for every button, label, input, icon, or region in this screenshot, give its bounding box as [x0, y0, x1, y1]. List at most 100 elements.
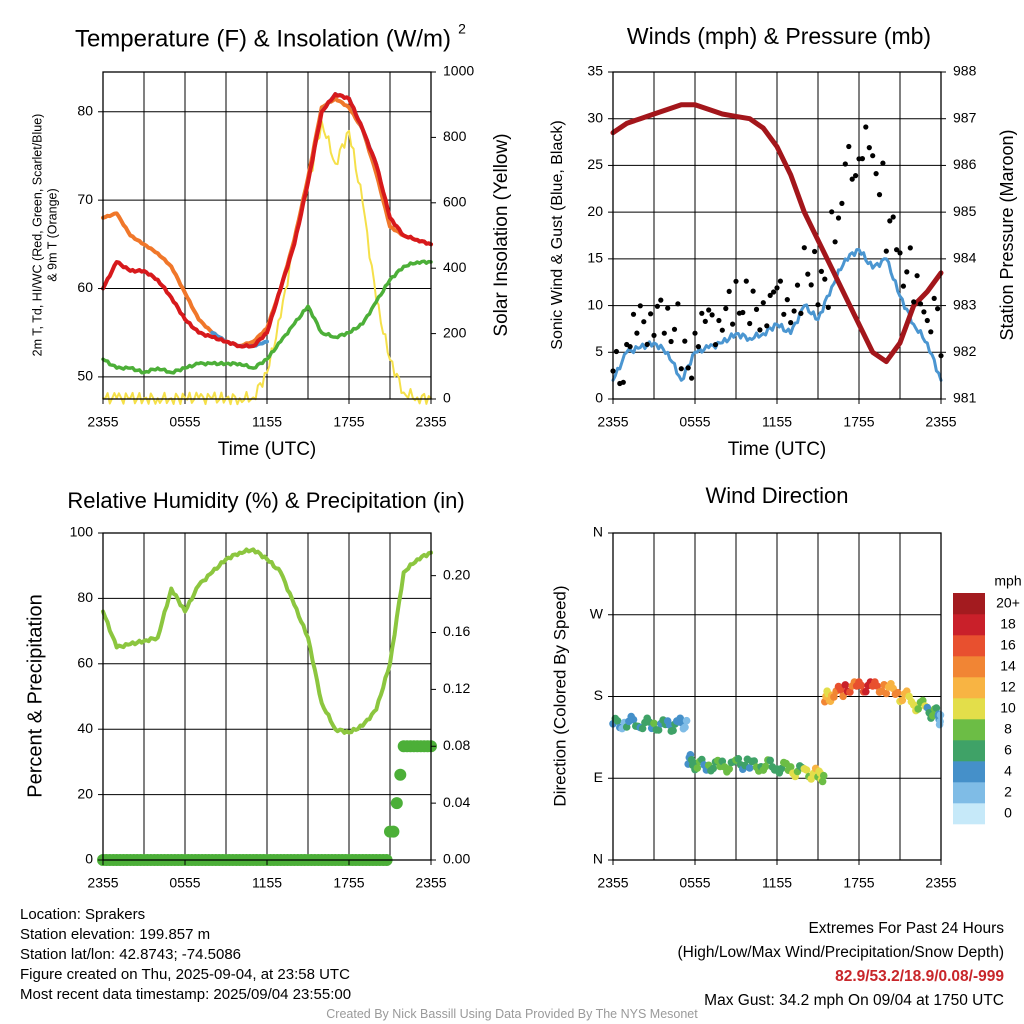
- gust-point: [863, 124, 869, 130]
- gust-point: [767, 292, 773, 298]
- station-info: Location: Sprakers Station elevation: 19…: [20, 905, 351, 1005]
- y2-tick-label: 981: [953, 390, 977, 406]
- gust-point: [777, 278, 784, 284]
- x-tick-label: 0555: [169, 875, 200, 891]
- wind-direction-point: [914, 705, 922, 713]
- gust-point: [907, 245, 913, 251]
- gust-point: [723, 305, 729, 312]
- colorbar-swatch: [953, 593, 985, 615]
- gust-point: [661, 330, 667, 336]
- gust-point: [829, 209, 835, 215]
- gust-point: [685, 365, 691, 371]
- colorbar-swatch: [953, 740, 985, 762]
- y2-tick-label: 0.20: [443, 566, 470, 582]
- gust-point: [627, 344, 633, 350]
- wind-direction-point: [893, 688, 902, 697]
- gust-point: [924, 317, 930, 324]
- gust-point: [716, 317, 722, 324]
- gust-point: [644, 341, 650, 347]
- colorbar-label: 6: [1004, 742, 1012, 758]
- precipitation-point: [394, 768, 407, 781]
- wind-direction-point: [693, 764, 702, 772]
- y2-tick-label: 0.16: [443, 623, 470, 639]
- gust-point: [719, 327, 725, 333]
- wind-direction-point: [786, 763, 795, 771]
- y2-tick-label: 987: [953, 109, 977, 125]
- gust-point: [641, 319, 647, 325]
- x-axis-label: Time (UTC): [218, 439, 317, 460]
- gust-point: [798, 310, 804, 316]
- gust-point: [634, 330, 640, 336]
- gust-point: [839, 200, 845, 206]
- gust-point: [774, 285, 780, 291]
- y-tick-label: 25: [587, 156, 603, 172]
- colorbar-unit-label: mph: [994, 573, 1021, 589]
- y2-tick-label: 200: [443, 324, 467, 340]
- latlon-text: Station lat/lon: 42.8743; -74.5086: [20, 946, 242, 963]
- colorbar-swatch: [953, 614, 985, 636]
- gust-point: [747, 320, 753, 327]
- extremes-subtitle: (High/Low/Max Wind/Precipitation/Snow De…: [677, 944, 1005, 961]
- gust-point: [894, 247, 900, 253]
- x-tick-label: 1155: [762, 875, 792, 891]
- y-axis-label-line1: 2m T, Td, HI/WC (Red, Green, Scarlet/Blu…: [30, 114, 44, 357]
- gust-point: [760, 300, 766, 306]
- chart-title-humidity: Relative Humidity (%) & Precipitation (i…: [67, 488, 464, 513]
- gust-point: [900, 283, 907, 289]
- wind-direction-point: [654, 726, 663, 734]
- gust-point: [832, 239, 838, 245]
- wind-direction-point: [929, 711, 937, 720]
- colorbar-label: 8: [1004, 721, 1012, 737]
- colorbar-label: 20+: [996, 595, 1020, 611]
- x-tick-label: 2355: [415, 414, 446, 430]
- y-tick-label: 80: [77, 102, 93, 118]
- y-tick-label: 0: [85, 851, 93, 867]
- gust-point: [771, 289, 777, 295]
- chart-title-wind-direction: Wind Direction: [705, 483, 848, 508]
- wind-direction-point: [761, 762, 770, 771]
- gust-point: [678, 366, 684, 372]
- gust-point: [887, 218, 893, 224]
- x-tick-label: 1155: [252, 875, 282, 891]
- relative-humidity-line: [101, 547, 433, 735]
- y2-tick-label: 988: [953, 63, 977, 79]
- y-axis-label: Percent & Precipitation: [24, 594, 46, 797]
- wind-direction-point: [734, 755, 743, 763]
- gust-point: [928, 329, 934, 335]
- x-tick-label: 1155: [762, 414, 792, 430]
- gust-point: [791, 308, 797, 314]
- y-axis-label-line2: & 9m T (Orange): [45, 188, 59, 281]
- wind-direction-point: [681, 723, 689, 732]
- x-tick-label: 1755: [333, 414, 364, 430]
- y2-tick-label: 0.08: [443, 737, 470, 753]
- gust-point: [689, 375, 695, 381]
- gust-point: [750, 288, 756, 294]
- wind-direction-point: [841, 681, 850, 689]
- wind-direction-point: [613, 717, 622, 725]
- gust-point: [805, 271, 811, 277]
- gust-point: [825, 304, 831, 310]
- gust-point: [880, 160, 886, 166]
- y2-tick-label: 983: [953, 296, 977, 312]
- gust-point: [788, 320, 794, 326]
- wind-direction-point: [669, 726, 677, 735]
- gust-point: [740, 309, 746, 316]
- extremes-panel: Extremes For Past 24 Hours (High/Low/Max…: [678, 917, 1005, 1013]
- y2-tick-label: 800: [443, 128, 467, 144]
- wind-direction-point: [709, 764, 717, 773]
- gust-point: [699, 310, 705, 316]
- wind-direction-point: [777, 764, 786, 773]
- colorbar-label: 18: [1000, 616, 1016, 632]
- y-tick-label: 60: [77, 655, 93, 671]
- gust-point: [890, 214, 896, 220]
- wind-direction-point: [882, 689, 891, 698]
- y2-tick-label: 0: [443, 390, 451, 406]
- colorbar-swatch: [953, 656, 985, 678]
- y2-tick-label: 986: [953, 156, 977, 172]
- gust-point: [883, 248, 889, 254]
- y-tick-label: 100: [70, 524, 94, 540]
- gust-point: [876, 192, 883, 198]
- y-tick-label: 80: [77, 589, 93, 605]
- gust-point: [764, 323, 770, 329]
